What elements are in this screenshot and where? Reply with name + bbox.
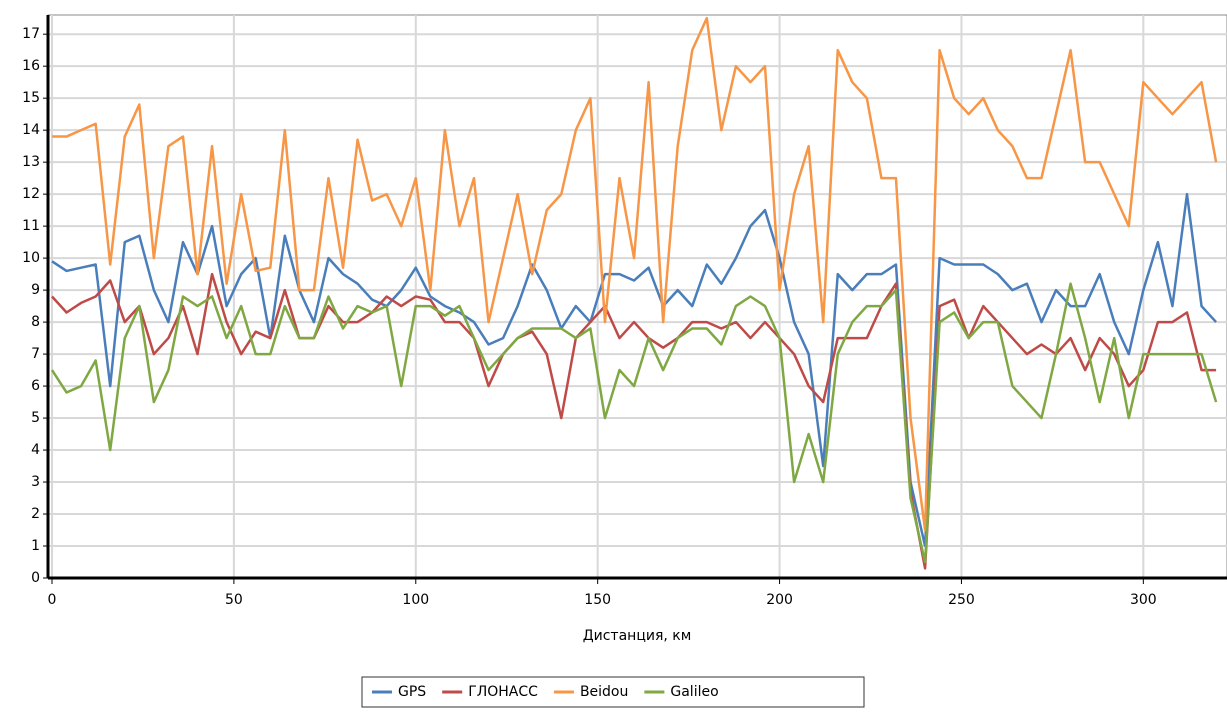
y-tick-label: 8 bbox=[31, 314, 40, 330]
x-tick-label: 300 bbox=[1130, 592, 1157, 608]
legend-label: Beidou bbox=[580, 684, 628, 700]
y-tick-label: 14 bbox=[22, 122, 40, 138]
legend-label: Galileo bbox=[670, 684, 718, 700]
y-tick-label: 11 bbox=[22, 218, 40, 234]
series-line bbox=[50, 282, 1218, 564]
y-tick-label: 13 bbox=[22, 154, 40, 170]
x-tick-label: 150 bbox=[584, 592, 611, 608]
y-tick-label: 12 bbox=[22, 186, 40, 202]
y-tick-label: 4 bbox=[31, 442, 40, 458]
y-tick-label: 0 bbox=[31, 570, 40, 586]
y-tick-label: 7 bbox=[31, 346, 40, 362]
series-line bbox=[51, 272, 1217, 570]
y-tick-label: 10 bbox=[22, 250, 40, 266]
y-tick-label: 9 bbox=[31, 282, 40, 298]
series-line bbox=[51, 192, 1218, 548]
y-tick-label: 17 bbox=[22, 26, 40, 42]
y-tick-label: 15 bbox=[22, 90, 40, 106]
y-tick-label: 16 bbox=[22, 58, 40, 74]
x-tick-label: 100 bbox=[402, 592, 429, 608]
x-tick-label: 200 bbox=[766, 592, 793, 608]
legend-label: GPS bbox=[398, 684, 426, 700]
y-tick-label: 2 bbox=[31, 506, 40, 522]
y-tick-label: 1 bbox=[31, 538, 40, 554]
x-tick-label: 50 bbox=[225, 592, 243, 608]
series-line bbox=[52, 16, 1218, 532]
y-tick-label: 5 bbox=[31, 410, 40, 426]
x-axis-label: Дистанция, км bbox=[583, 628, 692, 644]
y-tick-label: 6 bbox=[31, 378, 40, 394]
x-tick-label: 0 bbox=[48, 592, 57, 608]
legend-label: ГЛОНАСС bbox=[468, 684, 538, 700]
y-tick-label: 3 bbox=[31, 474, 40, 490]
x-tick-label: 250 bbox=[948, 592, 975, 608]
